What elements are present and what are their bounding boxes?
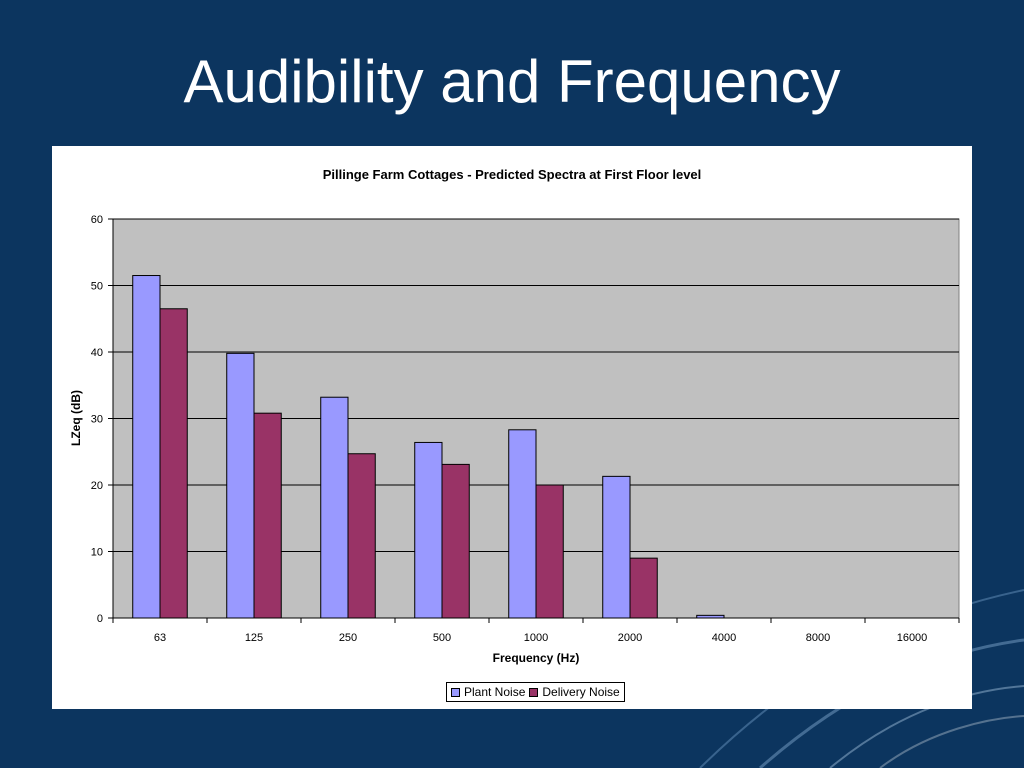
x-tick-labels: 63 125 250 500 1000 2000 4000 8000 16000 bbox=[154, 632, 927, 644]
y-axis-label: LZeq (dB) bbox=[69, 390, 83, 446]
x-tick-label: 500 bbox=[433, 632, 451, 644]
y-tick-label: 0 bbox=[97, 613, 103, 625]
y-tick-label: 30 bbox=[91, 414, 103, 426]
chart-title: Pillinge Farm Cottages - Predicted Spect… bbox=[323, 167, 702, 182]
bar-delivery-noise-500 bbox=[441, 463, 470, 619]
x-tick-label: 4000 bbox=[712, 632, 736, 644]
y-tick-label: 60 bbox=[91, 214, 103, 226]
x-tick-label: 125 bbox=[245, 632, 263, 644]
x-tick-label: 2000 bbox=[618, 632, 642, 644]
x-tick-label: 16000 bbox=[897, 632, 928, 644]
bar-delivery-noise-63 bbox=[159, 308, 188, 619]
chart-legend: Plant Noise Delivery Noise bbox=[446, 682, 625, 702]
x-tick-label: 63 bbox=[154, 632, 166, 644]
y-tick-label: 10 bbox=[91, 547, 103, 559]
legend-swatch-plant-noise bbox=[451, 687, 460, 697]
bar-delivery-noise-1000 bbox=[535, 484, 564, 619]
x-axis-label: Frequency (Hz) bbox=[493, 651, 580, 665]
x-tick-label: 8000 bbox=[806, 632, 830, 644]
axes bbox=[108, 218, 960, 623]
bar-plant-noise-2000 bbox=[602, 475, 631, 619]
bar-delivery-noise-250 bbox=[347, 453, 376, 619]
bar-plant-noise-125 bbox=[226, 352, 255, 619]
y-tick-label: 20 bbox=[91, 480, 103, 492]
legend-item-delivery-noise: Delivery Noise bbox=[529, 685, 620, 699]
y-tick-label: 40 bbox=[91, 347, 103, 359]
bar-plant-noise-500 bbox=[414, 441, 443, 619]
bar-delivery-noise-2000 bbox=[629, 557, 658, 619]
bar-plant-noise-63 bbox=[132, 275, 161, 619]
bar-delivery-noise-125 bbox=[253, 412, 282, 619]
x-tick-label: 250 bbox=[339, 632, 357, 644]
legend-swatch-delivery-noise bbox=[529, 687, 539, 697]
legend-label: Delivery Noise bbox=[542, 685, 620, 699]
bar-plant-noise-250 bbox=[320, 396, 349, 619]
legend-item-plant-noise: Plant Noise bbox=[451, 685, 525, 699]
bars bbox=[132, 275, 725, 619]
y-tick-label: 50 bbox=[91, 281, 103, 293]
bar-plant-noise-1000 bbox=[508, 429, 537, 619]
legend-label: Plant Noise bbox=[464, 685, 526, 699]
slide-title: Audibility and Frequency bbox=[183, 48, 841, 115]
y-tick-labels: 0 10 20 30 40 50 60 bbox=[91, 214, 103, 625]
x-tick-label: 1000 bbox=[524, 632, 548, 644]
